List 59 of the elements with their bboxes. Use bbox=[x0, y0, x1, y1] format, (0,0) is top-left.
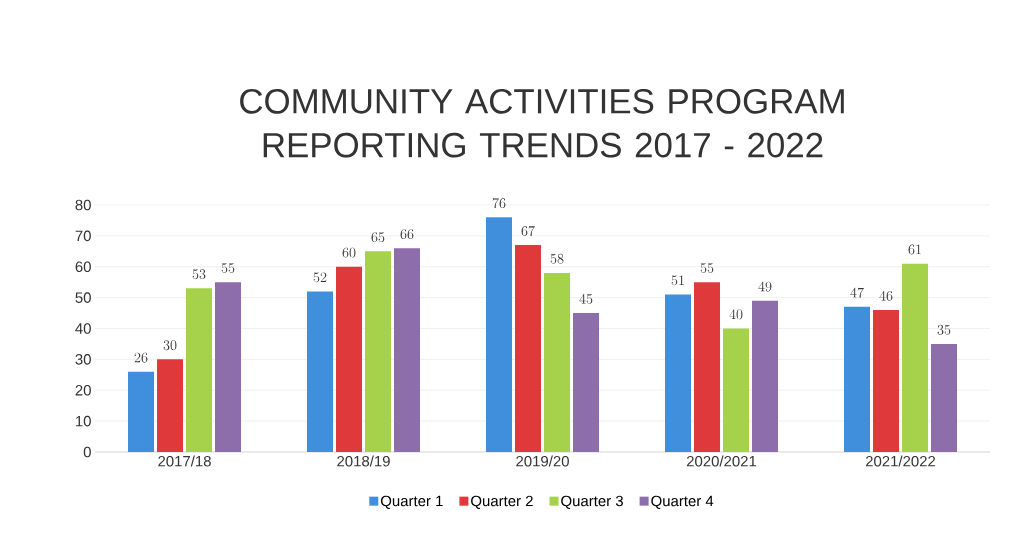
y-tick-label: 70 bbox=[75, 230, 91, 242]
y-tick-label: 60 bbox=[75, 261, 91, 273]
bar bbox=[394, 248, 421, 452]
y-tick-label: 40 bbox=[75, 323, 91, 334]
data-label: 30 bbox=[163, 340, 177, 351]
bar bbox=[573, 313, 600, 452]
chart-title: COMMUNITY ACTIVITIES PROGRAM REPORTING TRENDS 2017 - 2022 bbox=[240, 88, 844, 158]
bar bbox=[873, 309, 900, 452]
bar bbox=[844, 306, 871, 452]
x-tick-label: 2020/2021 bbox=[686, 455, 757, 467]
bar bbox=[544, 272, 571, 452]
y-tick-label: 20 bbox=[75, 384, 91, 396]
data-label: 76 bbox=[492, 198, 506, 209]
bar bbox=[665, 294, 692, 452]
bar bbox=[215, 282, 242, 452]
y-tick-label: 10 bbox=[76, 415, 91, 427]
data-label: 61 bbox=[908, 244, 921, 255]
y-tick-label: 50 bbox=[75, 292, 91, 303]
bar bbox=[752, 300, 779, 452]
data-label: 49 bbox=[758, 281, 772, 292]
bar bbox=[902, 263, 929, 452]
legend-label: Quarter 3 bbox=[561, 495, 623, 509]
data-label: 46 bbox=[879, 290, 893, 301]
legend-label: Quarter 4 bbox=[651, 495, 714, 509]
x-tick-label: 2017/18 bbox=[158, 455, 211, 467]
data-label: 53 bbox=[192, 269, 206, 280]
bar bbox=[931, 343, 958, 452]
data-label: 52 bbox=[313, 272, 327, 283]
bar bbox=[486, 217, 513, 452]
bar bbox=[723, 328, 750, 452]
data-label: 47 bbox=[850, 287, 864, 298]
legend-label: Quarter 2 bbox=[471, 495, 533, 509]
bar bbox=[365, 251, 392, 452]
data-label: 58 bbox=[550, 253, 564, 264]
data-label: 51 bbox=[671, 275, 684, 286]
data-label: 55 bbox=[221, 263, 235, 273]
data-label: 40 bbox=[729, 309, 743, 320]
bar bbox=[307, 291, 334, 452]
bar bbox=[186, 288, 213, 452]
data-label: 35 bbox=[937, 324, 951, 335]
bar bbox=[157, 359, 184, 452]
bar bbox=[694, 282, 721, 452]
data-label: 67 bbox=[521, 225, 535, 236]
y-tick-label: 30 bbox=[75, 354, 91, 365]
bar bbox=[336, 266, 363, 452]
x-tick-label: 2018/19 bbox=[337, 455, 390, 467]
data-label: 60 bbox=[342, 247, 356, 258]
data-label: 65 bbox=[371, 232, 385, 243]
x-tick-label: 2021/2022 bbox=[865, 455, 936, 467]
data-label: 55 bbox=[700, 263, 714, 273]
data-label: 26 bbox=[134, 352, 148, 363]
data-label: 45 bbox=[579, 293, 593, 304]
y-tick-label: 0 bbox=[83, 446, 91, 458]
bar bbox=[515, 245, 542, 452]
legend-label: Quarter 1 bbox=[380, 495, 443, 509]
bar bbox=[128, 371, 155, 452]
y-tick-label: 80 bbox=[75, 199, 91, 211]
x-tick-label: 2019/20 bbox=[516, 455, 569, 467]
data-label: 66 bbox=[400, 229, 414, 239]
